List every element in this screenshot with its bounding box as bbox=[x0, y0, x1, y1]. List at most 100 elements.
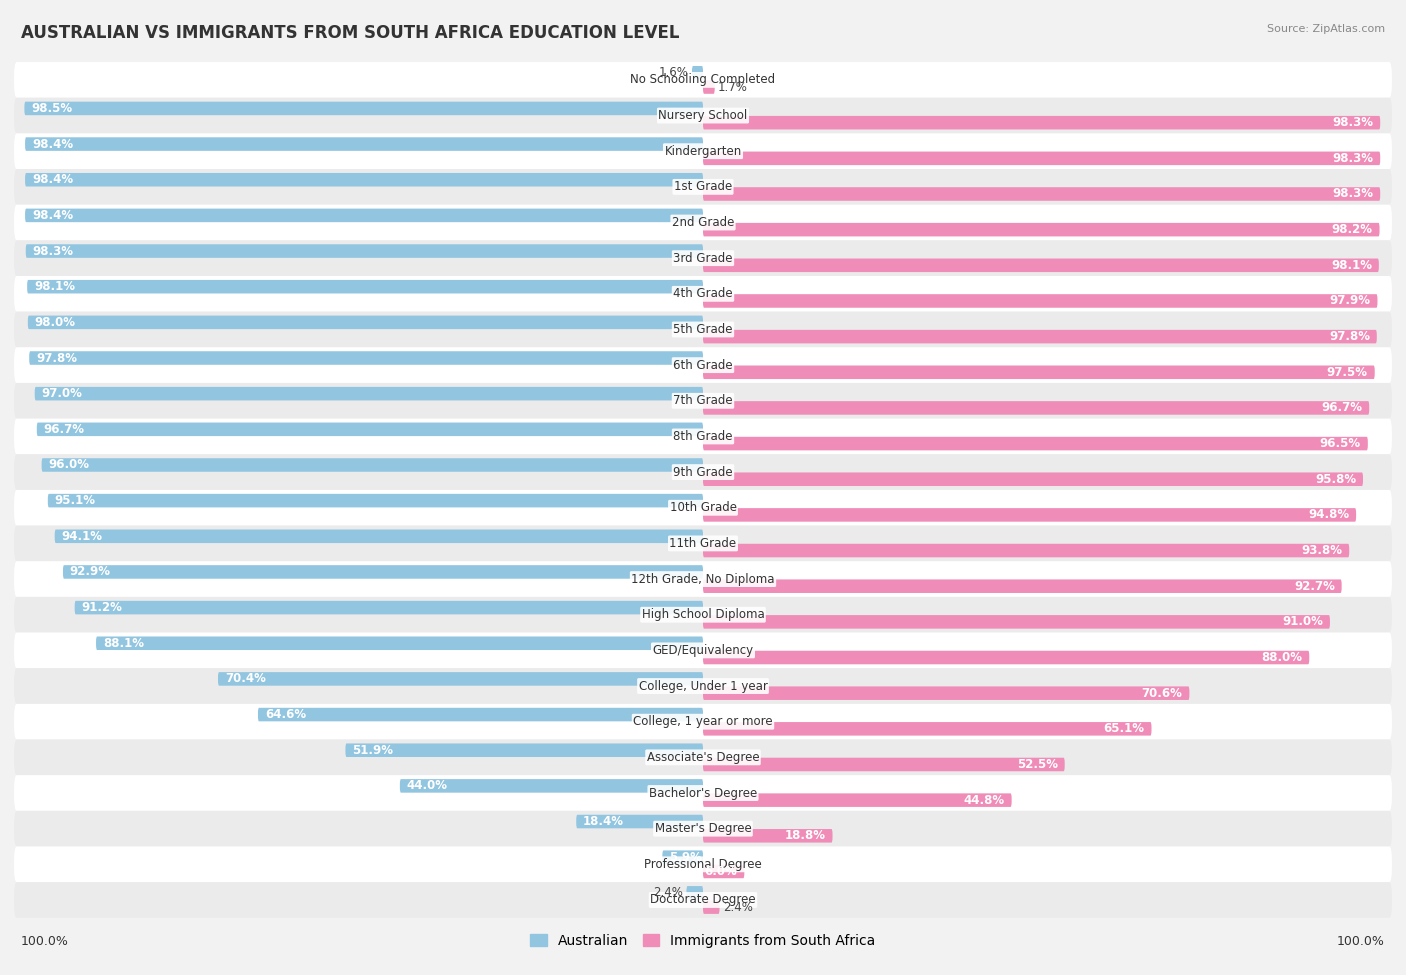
Text: 98.3%: 98.3% bbox=[1333, 116, 1374, 129]
FancyBboxPatch shape bbox=[703, 366, 1375, 379]
FancyBboxPatch shape bbox=[25, 209, 703, 222]
FancyBboxPatch shape bbox=[703, 294, 1378, 308]
Text: 9th Grade: 9th Grade bbox=[673, 466, 733, 479]
Text: 51.9%: 51.9% bbox=[353, 744, 394, 757]
Text: 70.6%: 70.6% bbox=[1142, 686, 1182, 700]
Text: 94.8%: 94.8% bbox=[1308, 508, 1350, 522]
Text: 44.0%: 44.0% bbox=[406, 779, 447, 793]
FancyBboxPatch shape bbox=[576, 815, 703, 829]
Text: AUSTRALIAN VS IMMIGRANTS FROM SOUTH AFRICA EDUCATION LEVEL: AUSTRALIAN VS IMMIGRANTS FROM SOUTH AFRI… bbox=[21, 24, 679, 42]
FancyBboxPatch shape bbox=[703, 330, 1376, 343]
Text: 92.9%: 92.9% bbox=[70, 566, 111, 578]
FancyBboxPatch shape bbox=[703, 437, 1368, 450]
FancyBboxPatch shape bbox=[14, 811, 1392, 846]
Text: 70.4%: 70.4% bbox=[225, 673, 266, 685]
FancyBboxPatch shape bbox=[14, 597, 1392, 633]
FancyBboxPatch shape bbox=[346, 744, 703, 757]
Text: 11th Grade: 11th Grade bbox=[669, 537, 737, 550]
Text: 94.1%: 94.1% bbox=[62, 529, 103, 543]
Text: 100.0%: 100.0% bbox=[1337, 935, 1385, 948]
Text: 1st Grade: 1st Grade bbox=[673, 180, 733, 193]
Text: 6.0%: 6.0% bbox=[704, 865, 738, 878]
Text: 96.5%: 96.5% bbox=[1320, 437, 1361, 450]
Text: 91.2%: 91.2% bbox=[82, 602, 122, 614]
Text: 98.3%: 98.3% bbox=[32, 245, 73, 257]
FancyBboxPatch shape bbox=[703, 508, 1357, 522]
Text: 97.8%: 97.8% bbox=[1329, 331, 1369, 343]
FancyBboxPatch shape bbox=[703, 650, 1309, 664]
Text: 3rd Grade: 3rd Grade bbox=[673, 252, 733, 264]
FancyBboxPatch shape bbox=[25, 245, 703, 257]
FancyBboxPatch shape bbox=[25, 173, 703, 186]
Text: 98.3%: 98.3% bbox=[1333, 152, 1374, 165]
Text: 96.7%: 96.7% bbox=[1322, 402, 1362, 414]
Text: 96.7%: 96.7% bbox=[44, 423, 84, 436]
Text: No Schooling Completed: No Schooling Completed bbox=[630, 73, 776, 87]
Legend: Australian, Immigrants from South Africa: Australian, Immigrants from South Africa bbox=[524, 928, 882, 954]
Text: 2.4%: 2.4% bbox=[723, 901, 752, 914]
Text: 97.8%: 97.8% bbox=[37, 352, 77, 365]
Text: 88.0%: 88.0% bbox=[1261, 651, 1302, 664]
FancyBboxPatch shape bbox=[703, 900, 720, 914]
FancyBboxPatch shape bbox=[14, 882, 1392, 917]
FancyBboxPatch shape bbox=[686, 886, 703, 900]
Text: 93.8%: 93.8% bbox=[1302, 544, 1343, 557]
Text: 64.6%: 64.6% bbox=[264, 708, 307, 722]
Text: 98.4%: 98.4% bbox=[32, 174, 73, 186]
FancyBboxPatch shape bbox=[662, 850, 703, 864]
Text: 98.1%: 98.1% bbox=[34, 280, 75, 293]
FancyBboxPatch shape bbox=[703, 865, 744, 878]
FancyBboxPatch shape bbox=[14, 62, 1392, 98]
FancyBboxPatch shape bbox=[63, 566, 703, 579]
Text: 6th Grade: 6th Grade bbox=[673, 359, 733, 371]
FancyBboxPatch shape bbox=[14, 98, 1392, 134]
FancyBboxPatch shape bbox=[28, 316, 703, 330]
FancyBboxPatch shape bbox=[692, 66, 703, 80]
Text: 18.4%: 18.4% bbox=[583, 815, 624, 828]
FancyBboxPatch shape bbox=[37, 422, 703, 436]
FancyBboxPatch shape bbox=[703, 258, 1379, 272]
FancyBboxPatch shape bbox=[14, 489, 1392, 526]
Text: 18.8%: 18.8% bbox=[785, 830, 825, 842]
FancyBboxPatch shape bbox=[14, 241, 1392, 276]
Text: 95.8%: 95.8% bbox=[1315, 473, 1357, 486]
Text: Source: ZipAtlas.com: Source: ZipAtlas.com bbox=[1267, 24, 1385, 34]
FancyBboxPatch shape bbox=[14, 312, 1392, 347]
Text: 2nd Grade: 2nd Grade bbox=[672, 216, 734, 229]
Text: 5th Grade: 5th Grade bbox=[673, 323, 733, 336]
FancyBboxPatch shape bbox=[14, 205, 1392, 241]
Text: 1.7%: 1.7% bbox=[718, 81, 748, 94]
Text: 98.0%: 98.0% bbox=[35, 316, 76, 329]
FancyBboxPatch shape bbox=[703, 686, 1189, 700]
Text: 95.1%: 95.1% bbox=[55, 494, 96, 507]
FancyBboxPatch shape bbox=[55, 529, 703, 543]
Text: Kindergarten: Kindergarten bbox=[665, 144, 741, 158]
Text: Professional Degree: Professional Degree bbox=[644, 858, 762, 871]
FancyBboxPatch shape bbox=[703, 722, 1152, 735]
FancyBboxPatch shape bbox=[703, 829, 832, 842]
FancyBboxPatch shape bbox=[35, 387, 703, 401]
FancyBboxPatch shape bbox=[703, 116, 1381, 130]
FancyBboxPatch shape bbox=[14, 668, 1392, 704]
Text: 91.0%: 91.0% bbox=[1282, 615, 1323, 628]
Text: 100.0%: 100.0% bbox=[21, 935, 69, 948]
Text: Doctorate Degree: Doctorate Degree bbox=[650, 893, 756, 907]
Text: 98.2%: 98.2% bbox=[1331, 223, 1372, 236]
FancyBboxPatch shape bbox=[14, 633, 1392, 668]
FancyBboxPatch shape bbox=[703, 758, 1064, 771]
Text: 52.5%: 52.5% bbox=[1017, 758, 1057, 771]
FancyBboxPatch shape bbox=[30, 351, 703, 365]
FancyBboxPatch shape bbox=[42, 458, 703, 472]
Text: 96.0%: 96.0% bbox=[48, 458, 90, 472]
FancyBboxPatch shape bbox=[25, 137, 703, 151]
Text: 1.6%: 1.6% bbox=[658, 66, 689, 79]
FancyBboxPatch shape bbox=[14, 134, 1392, 169]
Text: 98.3%: 98.3% bbox=[1333, 187, 1374, 201]
FancyBboxPatch shape bbox=[703, 80, 714, 94]
Text: 5.9%: 5.9% bbox=[669, 851, 702, 864]
Text: 97.9%: 97.9% bbox=[1330, 294, 1371, 307]
Text: College, Under 1 year: College, Under 1 year bbox=[638, 680, 768, 692]
Text: 97.0%: 97.0% bbox=[42, 387, 83, 400]
Text: Master's Degree: Master's Degree bbox=[655, 822, 751, 836]
Text: Associate's Degree: Associate's Degree bbox=[647, 751, 759, 763]
